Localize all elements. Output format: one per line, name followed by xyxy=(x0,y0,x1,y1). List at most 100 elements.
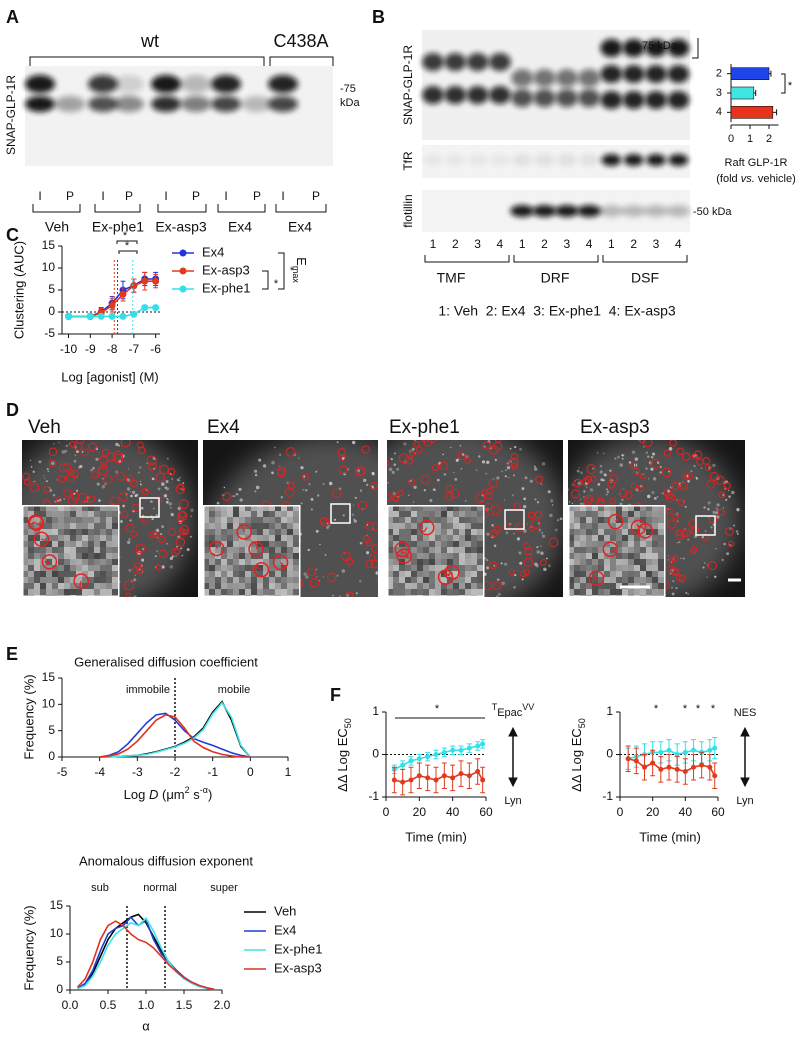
inset-pixel xyxy=(658,529,664,535)
inset-pixel xyxy=(94,547,100,553)
inset-pixel xyxy=(652,583,658,589)
data-point xyxy=(707,747,713,753)
inset-pixel xyxy=(94,541,100,547)
inset-pixel xyxy=(447,535,453,541)
inset-pixel xyxy=(269,565,275,571)
inset-pixel xyxy=(40,547,46,553)
inset-pixel xyxy=(393,511,399,517)
inset-pixel xyxy=(604,541,610,547)
speckle xyxy=(101,485,106,489)
inset-pixel xyxy=(387,529,393,535)
inset-pixel xyxy=(471,553,477,559)
track xyxy=(666,508,673,515)
track xyxy=(48,447,58,457)
speckle xyxy=(547,564,551,568)
track xyxy=(13,521,22,530)
inset-pixel xyxy=(64,559,70,565)
inset-pixel xyxy=(441,583,447,589)
track xyxy=(718,491,726,499)
track xyxy=(285,447,296,457)
speckle xyxy=(506,466,511,470)
treatment-label: Ex4 xyxy=(288,219,312,235)
speckle xyxy=(602,452,605,455)
x-tick-label: -3 xyxy=(132,765,143,779)
track xyxy=(439,461,449,471)
speckle xyxy=(403,650,406,653)
inset-pixel xyxy=(411,589,417,595)
track xyxy=(405,596,410,597)
track xyxy=(445,491,454,501)
inset-pixel xyxy=(405,583,411,589)
inset-pixel xyxy=(46,523,52,529)
inset-pixel xyxy=(568,577,574,583)
inset-pixel xyxy=(574,565,580,571)
inset-pixel xyxy=(622,523,628,529)
blot-band xyxy=(467,154,488,166)
track xyxy=(300,658,309,667)
speckle xyxy=(300,664,302,666)
inset-pixel xyxy=(417,559,423,565)
track xyxy=(93,602,99,608)
inset-pixel xyxy=(471,535,477,541)
legend-marker xyxy=(179,267,187,275)
inset-pixel xyxy=(58,535,64,541)
track xyxy=(365,539,373,547)
speckle xyxy=(667,555,669,557)
inset-pixel xyxy=(628,553,634,559)
inset-pixel xyxy=(239,505,245,511)
inset-pixel xyxy=(399,541,405,547)
inset-pixel xyxy=(70,583,76,589)
inset-pixel xyxy=(58,565,64,571)
track xyxy=(640,473,647,480)
inset-pixel xyxy=(209,511,215,517)
inset-pixel xyxy=(580,517,586,523)
speckle xyxy=(119,519,123,523)
inset-pixel xyxy=(227,583,233,589)
significance-bracket xyxy=(118,250,138,254)
inset-pixel xyxy=(88,559,94,565)
inset-pixel xyxy=(76,541,82,547)
inset-pixel xyxy=(616,523,622,529)
inset-pixel xyxy=(239,547,245,553)
inset-pixel xyxy=(465,523,471,529)
track xyxy=(339,454,346,461)
blot-band xyxy=(578,69,601,87)
data-point xyxy=(650,760,656,766)
speckle xyxy=(238,487,242,491)
speckle xyxy=(133,595,137,597)
inset-pixel xyxy=(22,511,28,517)
inset-pixel xyxy=(459,523,465,529)
track xyxy=(175,537,186,547)
inset-pixel xyxy=(112,541,118,547)
inset-pixel xyxy=(622,553,628,559)
track xyxy=(704,464,712,471)
speckle xyxy=(332,594,334,597)
track xyxy=(663,488,672,497)
inset-pixel xyxy=(281,505,287,511)
speckle xyxy=(599,464,603,468)
inset-pixel xyxy=(112,547,118,553)
inset-pixel xyxy=(52,511,58,517)
speckle xyxy=(167,499,169,501)
speckle xyxy=(180,547,183,550)
inset-pixel xyxy=(287,559,293,565)
inset-pixel xyxy=(46,577,52,583)
inset-pixel xyxy=(628,541,634,547)
inset-pixel xyxy=(447,553,453,559)
speckle xyxy=(511,494,515,497)
speckle xyxy=(505,469,507,471)
inset-pixel xyxy=(215,571,221,577)
speckle xyxy=(137,471,140,474)
legend-label: Ex-asp3 xyxy=(202,262,250,277)
inset-pixel xyxy=(411,529,417,535)
inset-pixel xyxy=(411,511,417,517)
speckle xyxy=(22,540,23,542)
inset-pixel xyxy=(652,517,658,523)
speckle xyxy=(275,639,276,640)
speckle xyxy=(513,532,515,535)
inset-pixel xyxy=(40,565,46,571)
speckle xyxy=(565,516,568,519)
inset-pixel xyxy=(658,511,664,517)
inset-pixel xyxy=(233,589,239,595)
speckle xyxy=(541,462,546,466)
